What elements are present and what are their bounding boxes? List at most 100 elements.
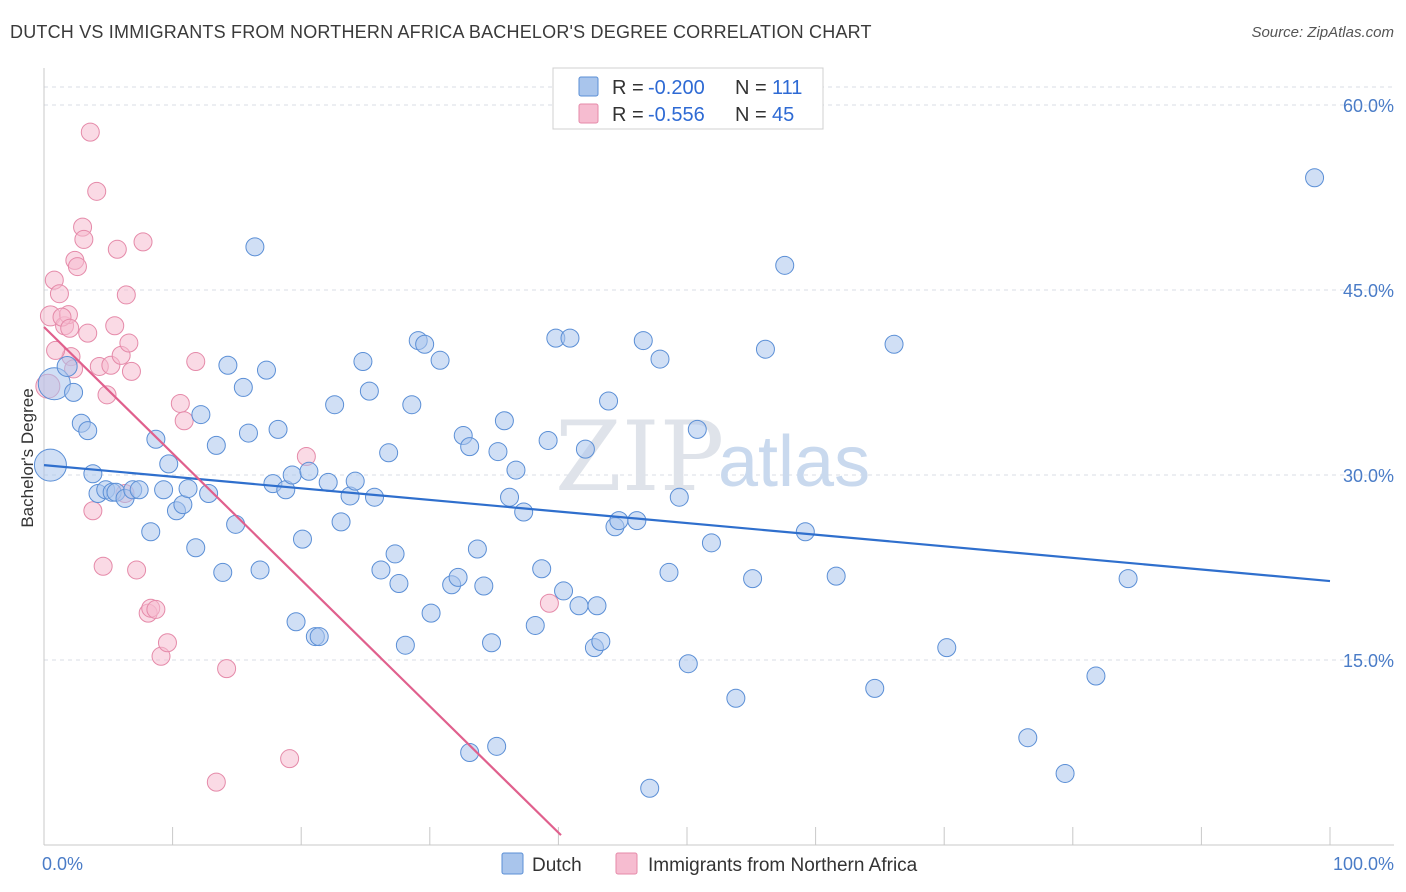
- dutch-points: [33, 168, 1325, 798]
- dutch-point: [233, 377, 253, 397]
- immigrants-point: [539, 593, 559, 613]
- bottom-legend-immigrants: Immigrants from Northern Africa: [648, 855, 918, 876]
- y-tick-label: 45.0%: [1343, 281, 1394, 301]
- y-tick-label: 30.0%: [1343, 466, 1394, 486]
- dutch-trend-line: [43, 464, 1331, 583]
- dutch-point: [379, 443, 399, 463]
- legend-r-label-dutch: R =: [612, 77, 644, 99]
- dutch-point: [1118, 569, 1138, 589]
- dutch-point: [186, 538, 206, 558]
- chart-title: DUTCH VS IMMIGRANTS FROM NORTHERN AFRICA…: [10, 22, 872, 42]
- dutch-point: [56, 355, 78, 377]
- dutch-point: [345, 471, 365, 491]
- dutch-point: [640, 778, 660, 798]
- watermark: ZIP atlas: [555, 401, 870, 513]
- dutch-point: [591, 632, 611, 651]
- legend-n-label-dutch: N =: [735, 77, 767, 99]
- dutch-point: [514, 502, 534, 522]
- dutch-point: [865, 678, 885, 698]
- immigrants-point: [116, 285, 136, 305]
- x-tick-label-max: 100.0%: [1333, 854, 1394, 874]
- dutch-point: [199, 484, 219, 503]
- immigrants-point: [46, 340, 66, 360]
- immigrants-point: [174, 411, 194, 431]
- immigrants-point: [93, 556, 113, 576]
- dutch-point: [609, 511, 629, 531]
- dutch-point: [331, 512, 351, 532]
- dutch-point: [154, 480, 174, 500]
- dutch-point: [500, 487, 520, 507]
- immigrants-point: [74, 229, 94, 249]
- legend-n-value-immigrants: 45: [772, 104, 794, 126]
- dutch-point: [238, 423, 258, 443]
- dutch-point: [385, 544, 405, 564]
- dutch-point: [430, 350, 450, 370]
- dutch-point: [448, 567, 468, 587]
- dutch-point: [365, 487, 385, 507]
- dutch-point: [587, 596, 607, 616]
- immigrants-point: [121, 361, 141, 381]
- bottom-legend: Dutch Immigrants from Northern Africa: [501, 852, 918, 876]
- dutch-point: [460, 743, 480, 762]
- bottom-legend-swatch-immigrants: [615, 852, 638, 875]
- dutch-point: [1305, 168, 1325, 188]
- dutch-point: [575, 439, 595, 459]
- immigrants-points: [35, 122, 559, 792]
- dutch-point: [292, 529, 312, 549]
- dutch-point: [633, 331, 653, 351]
- dutch-point: [286, 612, 306, 632]
- dutch-point: [560, 328, 580, 348]
- immigrants-point: [186, 352, 206, 372]
- dutch-point: [299, 461, 319, 481]
- dutch-point: [146, 429, 166, 449]
- dutch-point: [554, 581, 574, 601]
- y-axis-label: Bachelor's Degree: [18, 388, 37, 527]
- immigrants-point: [217, 659, 237, 679]
- dutch-point: [884, 334, 904, 354]
- legend-r-value-immigrants: -0.556: [648, 104, 705, 126]
- dutch-point: [318, 472, 338, 492]
- immigrants-point: [157, 633, 177, 653]
- legend-n-label-immigrants: N =: [735, 104, 767, 126]
- legend-r-value-dutch: -0.200: [648, 77, 705, 99]
- dutch-point: [487, 736, 507, 756]
- dutch-point: [371, 560, 391, 580]
- dutch-point: [226, 514, 246, 534]
- dutch-point: [650, 349, 670, 369]
- immigrants-point: [83, 501, 103, 521]
- x-tick-marks: [43, 827, 1331, 845]
- legend-swatch-dutch: [578, 76, 599, 97]
- dutch-point: [669, 487, 689, 507]
- immigrants-point: [280, 749, 300, 769]
- legend-swatch-immigrants: [578, 103, 599, 124]
- dutch-point: [538, 430, 558, 450]
- watermark-atlas: atlas: [718, 422, 870, 502]
- dutch-point: [627, 511, 647, 531]
- dutch-point: [775, 255, 795, 275]
- dutch-point: [218, 355, 238, 375]
- dutch-point: [506, 460, 526, 480]
- immigrants-point: [67, 257, 87, 277]
- legend-box: R = -0.200 N = 111 R = -0.556 N = 45: [552, 67, 824, 130]
- trend-lines: [43, 326, 1331, 836]
- dutch-point: [389, 574, 409, 594]
- dutch-point: [178, 479, 198, 499]
- dutch-point: [78, 421, 98, 441]
- immigrants-point: [119, 333, 139, 353]
- dutch-point: [191, 405, 211, 425]
- dutch-point: [755, 339, 775, 359]
- bottom-legend-swatch-dutch: [501, 852, 524, 875]
- dutch-point: [467, 539, 487, 559]
- dutch-point: [826, 566, 846, 586]
- dutch-point: [678, 654, 698, 674]
- y-tick-label: 60.0%: [1343, 96, 1394, 116]
- source-credit: Source: ZipAtlas.com: [1251, 24, 1394, 41]
- bottom-legend-dutch: Dutch: [532, 855, 582, 876]
- dutch-point: [250, 560, 270, 580]
- dutch-point: [687, 419, 707, 439]
- immigrants-trend-line: [43, 326, 562, 836]
- dutch-point: [460, 437, 480, 457]
- legend-r-label-immigrants: R =: [612, 104, 644, 126]
- dutch-point: [206, 435, 226, 455]
